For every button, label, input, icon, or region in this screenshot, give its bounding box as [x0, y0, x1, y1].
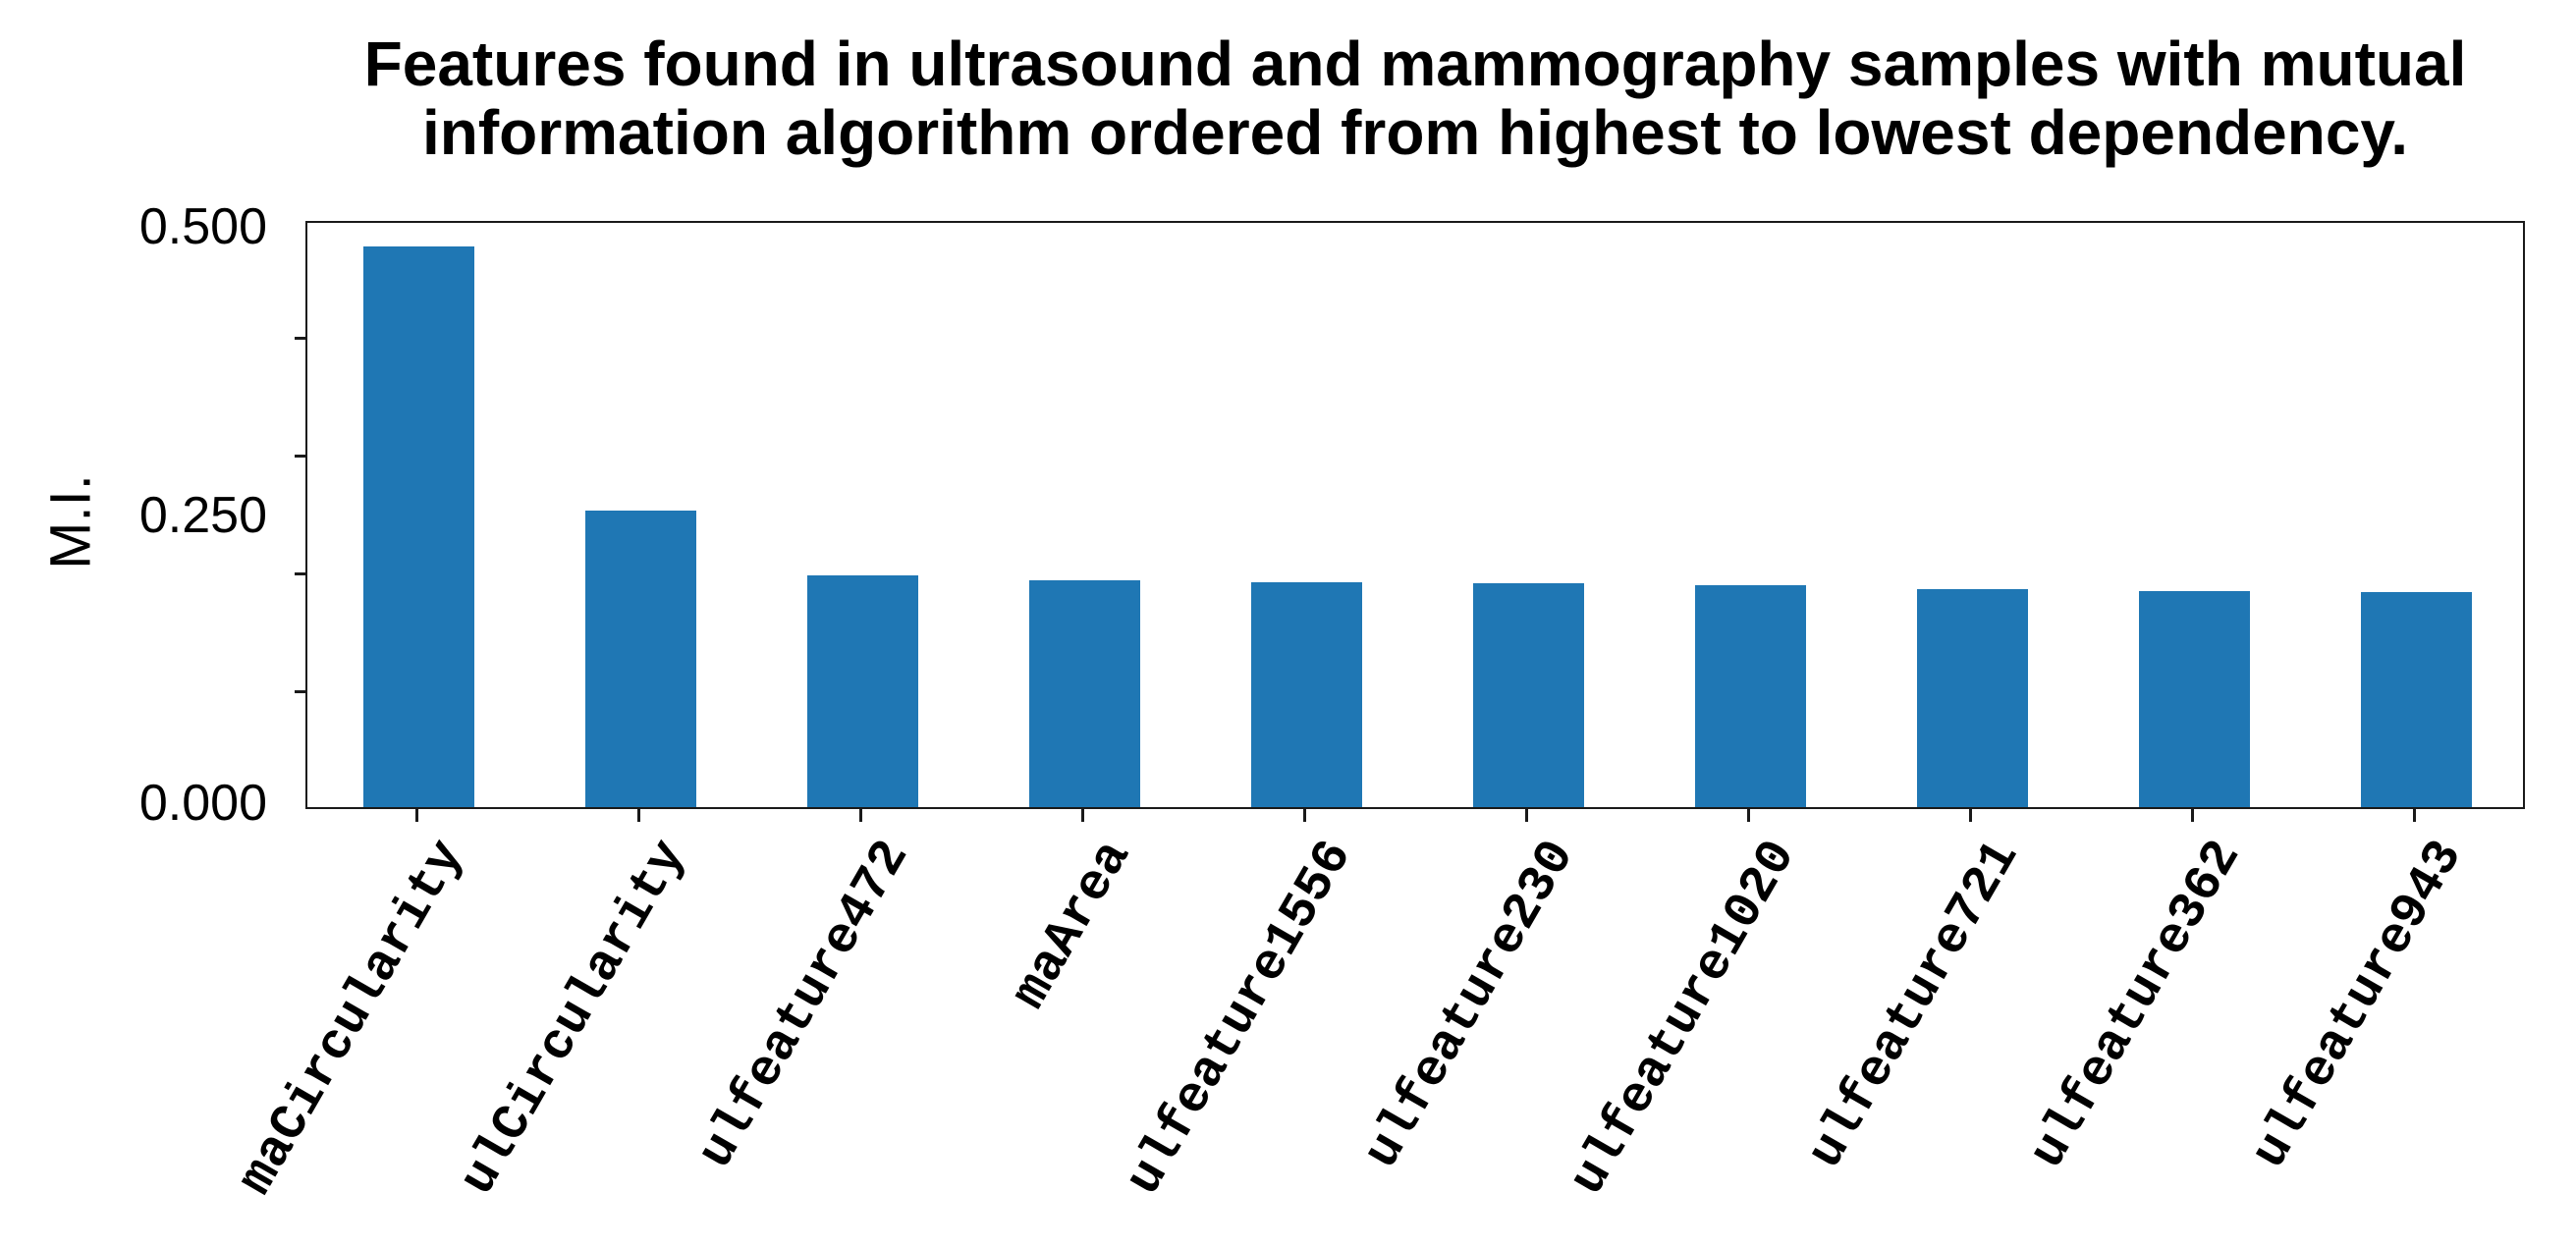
chart-title: Features found in ultrasound and mammogr… [305, 29, 2525, 167]
x-axis-tick [1746, 809, 1750, 822]
bar [2360, 591, 2472, 807]
x-tick-label: ulfeature472 [686, 831, 921, 1178]
y-tick-label: 0.000 [138, 775, 267, 832]
bar [1694, 584, 1806, 807]
x-tick-label: ulCircularity [449, 831, 699, 1205]
chart-title-line2: information algorithm ordered from highe… [421, 97, 2409, 168]
y-axis-minor-tick [295, 455, 305, 459]
x-axis-tick [1302, 809, 1306, 822]
x-tick-label: ulfeature943 [2240, 831, 2475, 1178]
x-tick-label: ulfeature230 [1352, 831, 1587, 1178]
x-axis-tick [1968, 809, 1972, 822]
bar [2138, 590, 2250, 807]
x-axis-tick [636, 809, 640, 822]
bar [362, 245, 474, 807]
x-axis-tick [858, 809, 862, 822]
x-tick-label: ulfeature362 [2018, 831, 2253, 1178]
x-axis-tick [1524, 809, 1528, 822]
x-axis-tick [2190, 809, 2194, 822]
y-axis-minor-tick [295, 571, 305, 575]
bar [1916, 589, 2028, 807]
x-tick-label: ulfeature721 [1796, 831, 2031, 1178]
x-tick-label: maCircularity [227, 831, 477, 1205]
x-axis-tick [2412, 809, 2416, 822]
x-tick-label: ulfeature1556 [1115, 831, 1365, 1205]
x-axis-tick [414, 809, 418, 822]
plot-area [305, 221, 2525, 809]
x-axis-tick [1080, 809, 1084, 822]
x-tick-label: ulfeature1020 [1559, 831, 1809, 1205]
bar [806, 575, 918, 807]
bar [584, 511, 696, 807]
y-tick-label: 0.250 [138, 486, 267, 544]
y-tick-label: 0.500 [138, 198, 267, 255]
chart-title-line1: Features found in ultrasound and mammogr… [363, 28, 2467, 99]
bar [1028, 579, 1140, 807]
y-axis-minor-tick [295, 689, 305, 693]
y-axis-minor-tick [295, 337, 305, 341]
bar [1472, 583, 1584, 807]
x-tick-label: maArea [1000, 831, 1143, 1019]
bar [1250, 582, 1362, 807]
